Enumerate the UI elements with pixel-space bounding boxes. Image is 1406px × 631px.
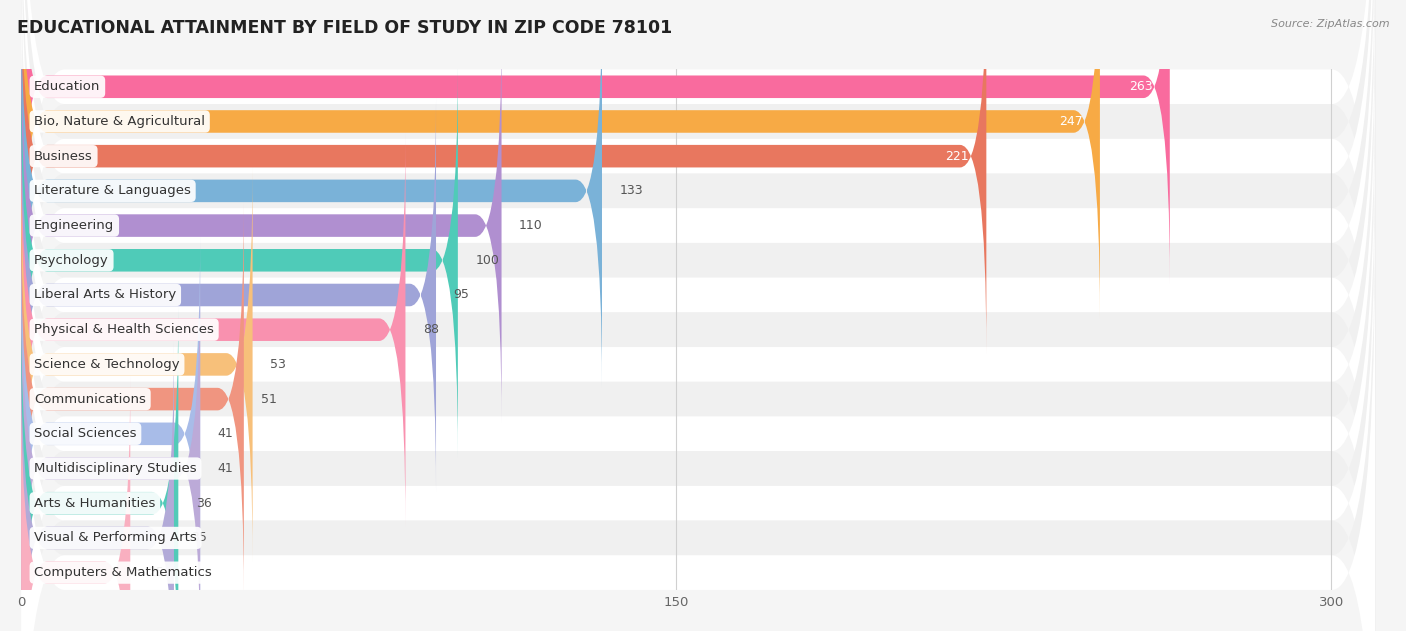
Text: Multidisciplinary Studies: Multidisciplinary Studies — [34, 462, 197, 475]
FancyBboxPatch shape — [21, 0, 1375, 625]
Text: 36: 36 — [195, 497, 211, 510]
FancyBboxPatch shape — [21, 0, 1375, 590]
Text: 25: 25 — [148, 566, 163, 579]
FancyBboxPatch shape — [21, 271, 200, 631]
Text: 100: 100 — [475, 254, 499, 267]
FancyBboxPatch shape — [21, 0, 1170, 284]
FancyBboxPatch shape — [21, 104, 1375, 631]
Text: Visual & Performing Arts: Visual & Performing Arts — [34, 531, 197, 545]
FancyBboxPatch shape — [21, 167, 253, 562]
Text: Bio, Nature & Agricultural: Bio, Nature & Agricultural — [34, 115, 205, 128]
FancyBboxPatch shape — [21, 306, 179, 631]
Text: Engineering: Engineering — [34, 219, 114, 232]
Text: 221: 221 — [945, 150, 969, 163]
FancyBboxPatch shape — [21, 63, 458, 457]
Text: 41: 41 — [218, 427, 233, 440]
FancyBboxPatch shape — [21, 0, 602, 388]
Text: 95: 95 — [454, 288, 470, 302]
FancyBboxPatch shape — [21, 0, 1375, 631]
Text: 133: 133 — [620, 184, 643, 198]
FancyBboxPatch shape — [21, 174, 1375, 631]
Text: Arts & Humanities: Arts & Humanities — [34, 497, 156, 510]
FancyBboxPatch shape — [21, 208, 1375, 631]
Text: Liberal Arts & History: Liberal Arts & History — [34, 288, 176, 302]
Text: 88: 88 — [423, 323, 439, 336]
Text: 247: 247 — [1059, 115, 1083, 128]
FancyBboxPatch shape — [21, 133, 405, 527]
Text: EDUCATIONAL ATTAINMENT BY FIELD OF STUDY IN ZIP CODE 78101: EDUCATIONAL ATTAINMENT BY FIELD OF STUDY… — [17, 19, 672, 37]
Text: 51: 51 — [262, 392, 277, 406]
Text: 263: 263 — [1129, 80, 1153, 93]
FancyBboxPatch shape — [21, 139, 1375, 631]
FancyBboxPatch shape — [21, 341, 174, 631]
FancyBboxPatch shape — [21, 28, 502, 423]
Text: Literature & Languages: Literature & Languages — [34, 184, 191, 198]
Text: Science & Technology: Science & Technology — [34, 358, 180, 371]
Text: 110: 110 — [519, 219, 543, 232]
FancyBboxPatch shape — [21, 0, 1375, 555]
FancyBboxPatch shape — [21, 98, 436, 492]
FancyBboxPatch shape — [21, 202, 243, 596]
FancyBboxPatch shape — [21, 237, 200, 631]
Text: Business: Business — [34, 150, 93, 163]
Text: Computers & Mathematics: Computers & Mathematics — [34, 566, 212, 579]
FancyBboxPatch shape — [21, 375, 131, 631]
FancyBboxPatch shape — [21, 0, 1375, 486]
Text: 53: 53 — [270, 358, 285, 371]
FancyBboxPatch shape — [21, 0, 987, 353]
Text: Source: ZipAtlas.com: Source: ZipAtlas.com — [1271, 19, 1389, 29]
FancyBboxPatch shape — [21, 243, 1375, 631]
FancyBboxPatch shape — [21, 0, 1099, 319]
Text: 41: 41 — [218, 462, 233, 475]
FancyBboxPatch shape — [21, 0, 1375, 521]
Text: 35: 35 — [191, 531, 207, 545]
FancyBboxPatch shape — [21, 0, 1375, 451]
Text: Communications: Communications — [34, 392, 146, 406]
FancyBboxPatch shape — [21, 0, 1375, 416]
Text: Education: Education — [34, 80, 101, 93]
FancyBboxPatch shape — [21, 69, 1375, 631]
Text: Psychology: Psychology — [34, 254, 108, 267]
Text: Physical & Health Sciences: Physical & Health Sciences — [34, 323, 214, 336]
Text: Social Sciences: Social Sciences — [34, 427, 136, 440]
FancyBboxPatch shape — [21, 35, 1375, 631]
